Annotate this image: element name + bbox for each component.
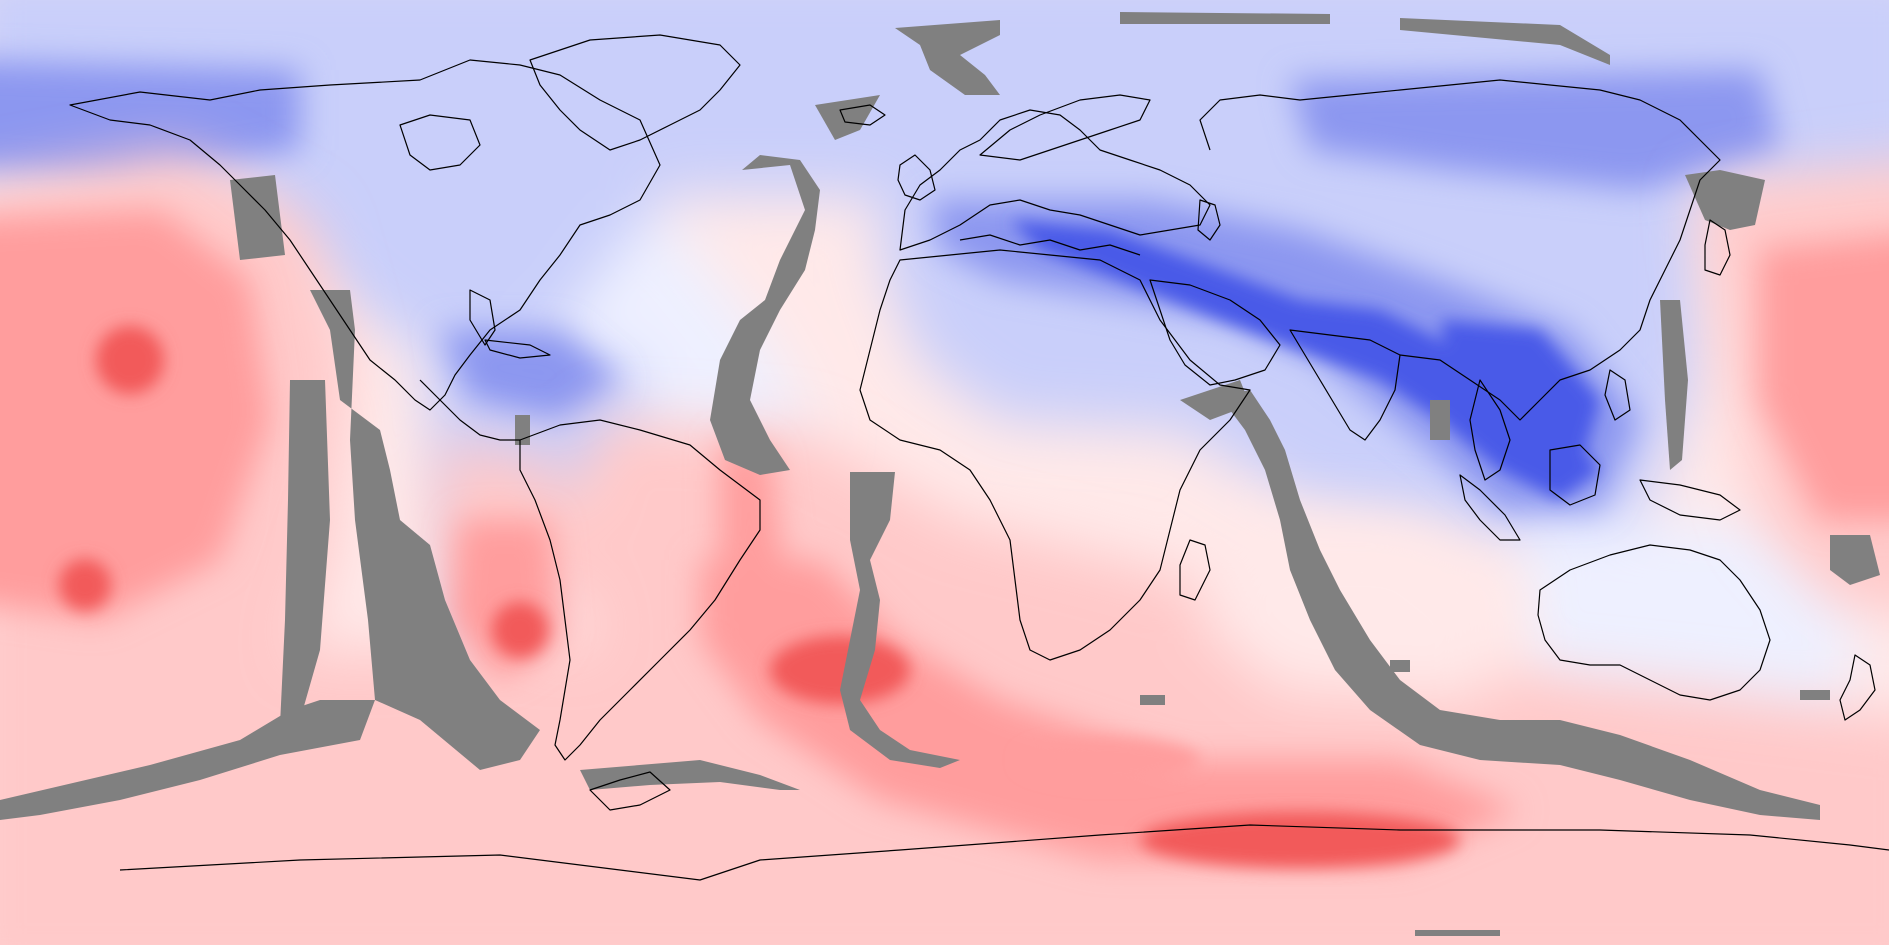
west-pacific-warm-core <box>1760 235 1889 520</box>
coast-hudson-bay <box>399 114 481 171</box>
east-pacific-warm-core <box>0 210 270 620</box>
coast-scandinavia <box>979 94 1151 161</box>
himalaya-cold-max <box>1010 220 1600 500</box>
pacific-band-west <box>280 380 330 725</box>
masked-bands <box>0 12 1880 936</box>
tropical-atlantic-warm-core <box>720 440 790 640</box>
coast-new-guinea <box>1639 479 1741 521</box>
coast-britain <box>897 154 936 201</box>
coast-africa <box>859 249 1251 661</box>
pacific-south-warm-max <box>59 559 111 611</box>
coast-japan <box>1704 219 1731 276</box>
pacific-south-mask <box>0 700 375 820</box>
siberia-cold <box>1290 70 1780 190</box>
coastlines <box>69 34 1889 881</box>
arctic-top-mask-east <box>1400 18 1610 65</box>
coast-borneo <box>1549 444 1601 506</box>
coast-asia-east <box>1199 79 1721 421</box>
alaska-mask <box>230 175 285 260</box>
field-blue-strong <box>1010 220 1600 500</box>
coast-north-america <box>69 59 661 411</box>
north-america-cold <box>190 80 690 360</box>
coast-greenland <box>529 34 741 151</box>
coast-madagascar <box>1179 539 1211 601</box>
indian-ocean-mask <box>1225 390 1820 820</box>
south-atlantic-warm-max <box>770 636 910 704</box>
arctic-top-mask <box>1120 12 1330 24</box>
tasman-mask <box>1800 690 1830 700</box>
coast-sumatra <box>1459 474 1521 541</box>
coast-antarctic-peninsula <box>589 771 671 811</box>
coast-indochina <box>1469 379 1511 481</box>
coast-florida <box>469 289 496 346</box>
north-pacific-cold <box>0 61 300 180</box>
indian-ocean-warm <box>1200 520 1520 700</box>
coast-new-zealand <box>1839 654 1876 721</box>
coast-iceland <box>839 104 886 126</box>
field-red-core <box>0 210 1889 860</box>
coast-philippines <box>1604 369 1631 421</box>
coast-mediterranean <box>959 234 1141 256</box>
mid-atlantic-mask-north <box>710 155 820 475</box>
coast-australia <box>1537 544 1771 701</box>
coast-cuba <box>484 339 551 359</box>
coast-india <box>1289 329 1401 441</box>
andes-warm-max <box>492 602 548 658</box>
coast-caspian <box>1197 199 1221 241</box>
north-atlantic-top-mask <box>895 20 1000 95</box>
west-pacific-mask <box>1685 170 1765 230</box>
hawaii-warm-max <box>96 326 164 394</box>
bay-of-bengal-mask <box>1430 400 1450 440</box>
coast-europe <box>899 109 1211 251</box>
west-pacific-trench-mask <box>1660 300 1688 470</box>
coast-antarctica <box>119 824 1889 881</box>
coast-arabia <box>1149 279 1281 386</box>
ross-sea-warm-max <box>1020 738 1200 782</box>
caribbean-cold <box>440 330 620 420</box>
indochina-cold-max <box>1440 320 1600 470</box>
bottom-mask-line <box>1415 930 1500 936</box>
coast-south-america <box>519 419 761 761</box>
south-atlantic-warm-core <box>700 560 1520 860</box>
field-red-strong <box>59 326 1460 868</box>
antarctic-coast-mask <box>580 760 800 790</box>
east-atlantic-mask-small <box>1140 695 1165 705</box>
coast-central-america <box>419 379 520 441</box>
philippine-mask <box>1830 535 1880 585</box>
arabian-mask <box>1180 380 1250 420</box>
east-pacific-mask <box>310 290 540 770</box>
south-atlantic-mask <box>840 472 960 768</box>
antarctic-warm-max <box>1140 812 1460 868</box>
south-indian-mask-small <box>1390 660 1410 672</box>
